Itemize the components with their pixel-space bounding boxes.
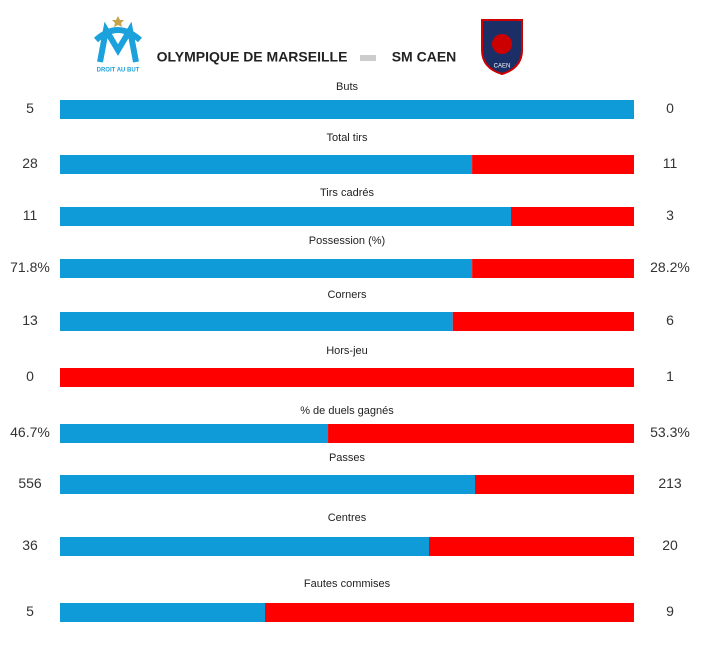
away-team: SM CAEN — [392, 49, 457, 65]
away-value: 6 — [666, 312, 674, 328]
home-value: 11 — [23, 207, 38, 223]
home-bar — [60, 207, 511, 226]
away-value: 213 — [658, 475, 682, 491]
away-value: 11 — [663, 155, 678, 171]
home-logo: DROIT AU BUT — [93, 16, 143, 74]
home-value: 556 — [18, 475, 42, 491]
separator — [360, 55, 376, 61]
home-bar — [60, 475, 476, 494]
home-value: 71.8% — [10, 259, 50, 275]
away-value: 9 — [666, 603, 674, 619]
home-bar — [60, 100, 634, 119]
away-value: 28.2% — [650, 259, 690, 275]
home-value: 36 — [22, 537, 38, 553]
stat-label: Centres — [328, 512, 367, 524]
away-bar — [429, 537, 634, 556]
stat-label: Passes — [329, 452, 366, 464]
stat-label: % de duels gagnés — [300, 405, 394, 417]
stat-label: Buts — [336, 81, 359, 93]
home-bar — [60, 312, 453, 331]
away-value: 0 — [666, 100, 674, 116]
home-bar — [60, 424, 329, 443]
home-bar — [60, 155, 473, 174]
stat-label: Corners — [327, 289, 367, 301]
away-bar — [60, 368, 634, 387]
stat-label: Total tirs — [327, 132, 368, 144]
away-bar — [511, 207, 634, 226]
stat-label: Hors-jeu — [326, 345, 368, 357]
away-value: 1 — [666, 368, 674, 384]
away-value: 20 — [662, 537, 678, 553]
stat-label: Tirs cadrés — [320, 187, 374, 199]
home-team: OLYMPIQUE DE MARSEILLE — [157, 49, 348, 65]
home-value: 5 — [26, 100, 34, 116]
logo-text: DROIT AU BUT — [97, 68, 140, 74]
away-value: 3 — [666, 207, 674, 223]
away-logo: CAEN — [481, 19, 523, 76]
logo-text: CAEN — [494, 64, 511, 70]
away-bar — [472, 259, 634, 278]
stat-label: Fautes commises — [304, 578, 391, 590]
away-bar — [328, 424, 634, 443]
home-bar — [60, 603, 265, 622]
home-value: 46.7% — [10, 424, 50, 440]
away-bar — [475, 475, 634, 494]
home-value: 13 — [22, 312, 38, 328]
home-value: 5 — [26, 603, 34, 619]
stat-label: Possession (%) — [309, 235, 385, 247]
home-bar — [60, 259, 473, 278]
away-bar — [472, 155, 634, 174]
away-value: 53.3% — [650, 424, 690, 440]
home-value: 0 — [26, 368, 34, 384]
away-bar — [265, 603, 634, 622]
home-value: 28 — [22, 155, 38, 171]
away-bar — [452, 312, 634, 331]
home-bar — [60, 537, 429, 556]
